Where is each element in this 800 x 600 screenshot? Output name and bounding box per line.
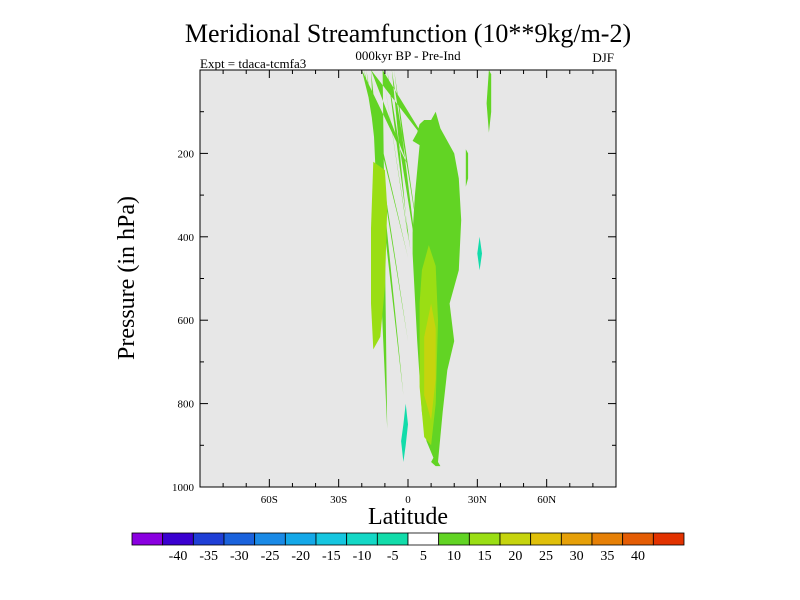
colorbar-label: 25	[539, 549, 553, 564]
y-tick-label: 400	[178, 232, 195, 244]
colorbar-swatch	[162, 532, 194, 546]
chart-title: Meridional Streamfunction (10**9kg/m-2)	[185, 19, 631, 48]
colorbar-label: 40	[631, 549, 645, 564]
y-tick-label: 1000	[172, 482, 195, 494]
colorbar: -40 -35 -30 -25 -20 -15 -10 -5 5 10 15 20 25 30 35 40	[131, 532, 685, 564]
x-axis-label: Latitude	[368, 504, 448, 530]
colorbar-swatch	[530, 532, 562, 546]
y-tick-label: 600	[178, 315, 195, 327]
x-tick-label: 60S	[261, 494, 278, 506]
region-sh-cell-outer	[361, 70, 438, 429]
region-nh-cell-inner	[424, 303, 436, 421]
y-axis: 200 400 600 800 1000	[172, 111, 616, 494]
colorbar-label: -30	[230, 549, 249, 564]
colorbar-swatch	[192, 532, 225, 546]
colorbar-swatch	[468, 532, 501, 546]
colorbar-swatch	[223, 532, 256, 546]
colorbar-label: -15	[322, 549, 341, 564]
colorbar-swatch	[560, 532, 593, 546]
colorbar-swatch	[499, 532, 532, 546]
colorbar-label: -40	[169, 549, 188, 564]
colorbar-swatch	[346, 532, 378, 546]
region-south-neg	[401, 403, 408, 462]
region-sh-cell-core	[371, 161, 388, 350]
x-axis: 60S 30S 0 30N 60N	[222, 70, 594, 506]
y-tick-label: 200	[178, 148, 195, 160]
colorbar-swatch	[131, 532, 164, 546]
region-neg-30n	[477, 236, 482, 271]
season-label: DJF	[592, 50, 614, 65]
region-pos-25n	[465, 149, 469, 187]
colorbar-label: -35	[199, 549, 218, 564]
experiment-label: Expt = tdaca-tcmfa3	[200, 56, 306, 71]
colorbar-label: -10	[353, 549, 372, 564]
x-tick-label: 0	[405, 494, 411, 506]
colorbar-label: 15	[478, 549, 492, 564]
colorbar-swatch	[407, 532, 440, 546]
y-axis-label: Pressure (in hPa)	[114, 196, 140, 360]
colorbar-swatch	[284, 532, 317, 546]
colorbar-swatch	[438, 532, 470, 546]
x-tick-label: 60N	[537, 494, 556, 506]
colorbar-label: 35	[600, 549, 614, 564]
region-pos-35n	[486, 70, 492, 133]
contour-regions	[361, 70, 492, 467]
colorbar-swatch	[376, 532, 409, 546]
colorbar-swatch	[254, 532, 286, 546]
colorbar-label: 30	[570, 549, 584, 564]
chart-subtitle: 000kyr BP - Pre-Ind	[355, 48, 461, 63]
x-tick-label: 30N	[468, 494, 487, 506]
plot-area	[200, 70, 616, 487]
colorbar-swatch	[315, 532, 348, 546]
colorbar-swatch	[622, 532, 654, 546]
colorbar-label: 5	[420, 549, 427, 564]
colorbar-label: -20	[291, 549, 310, 564]
colorbar-label: -5	[387, 549, 399, 564]
y-tick-label: 800	[178, 399, 195, 411]
colorbar-swatch	[652, 532, 685, 546]
colorbar-label: 20	[508, 549, 522, 564]
x-tick-label: 30S	[330, 494, 347, 506]
colorbar-label: -25	[261, 549, 280, 564]
colorbar-swatch	[591, 532, 624, 546]
colorbar-label: 10	[447, 549, 461, 564]
